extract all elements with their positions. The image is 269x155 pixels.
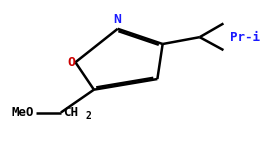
Text: 2: 2 [86,111,91,121]
Text: Pr-i: Pr-i [230,31,260,44]
Text: N: N [114,13,122,26]
Text: O: O [68,56,75,69]
Text: MeO: MeO [12,106,34,119]
Text: CH: CH [63,106,79,119]
